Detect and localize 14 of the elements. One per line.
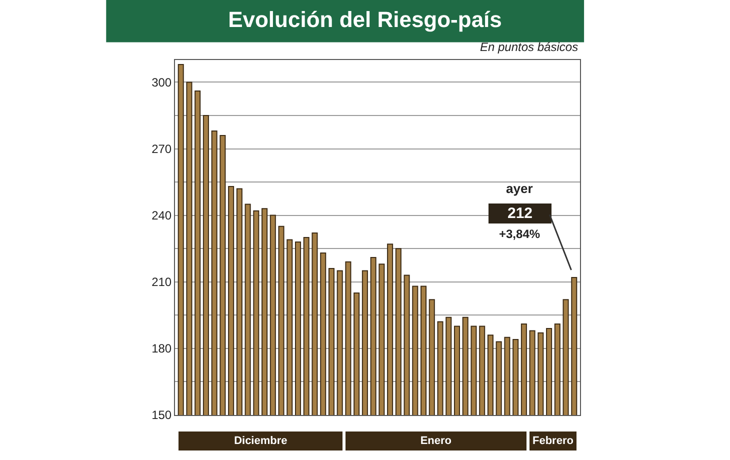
text: Febrero <box>532 435 574 447</box>
annotation: ayer <box>506 181 533 196</box>
y-tick-label: 210 <box>152 275 172 290</box>
annotation: +3,84% <box>499 227 540 241</box>
text: Diciembre <box>234 435 288 447</box>
y-tick-label: 300 <box>152 75 172 90</box>
chart-subtitle: En puntos básicos <box>480 40 578 54</box>
text: Enero <box>420 435 452 447</box>
y-tick-label: 180 <box>152 342 172 356</box>
y-tick-label: 240 <box>152 208 172 223</box>
y-tick-label: 150 <box>152 408 172 422</box>
chart-title: Evolución del Riesgo-país <box>228 6 502 32</box>
annotation: 212 <box>507 205 533 222</box>
y-tick-label: 270 <box>152 142 172 156</box>
